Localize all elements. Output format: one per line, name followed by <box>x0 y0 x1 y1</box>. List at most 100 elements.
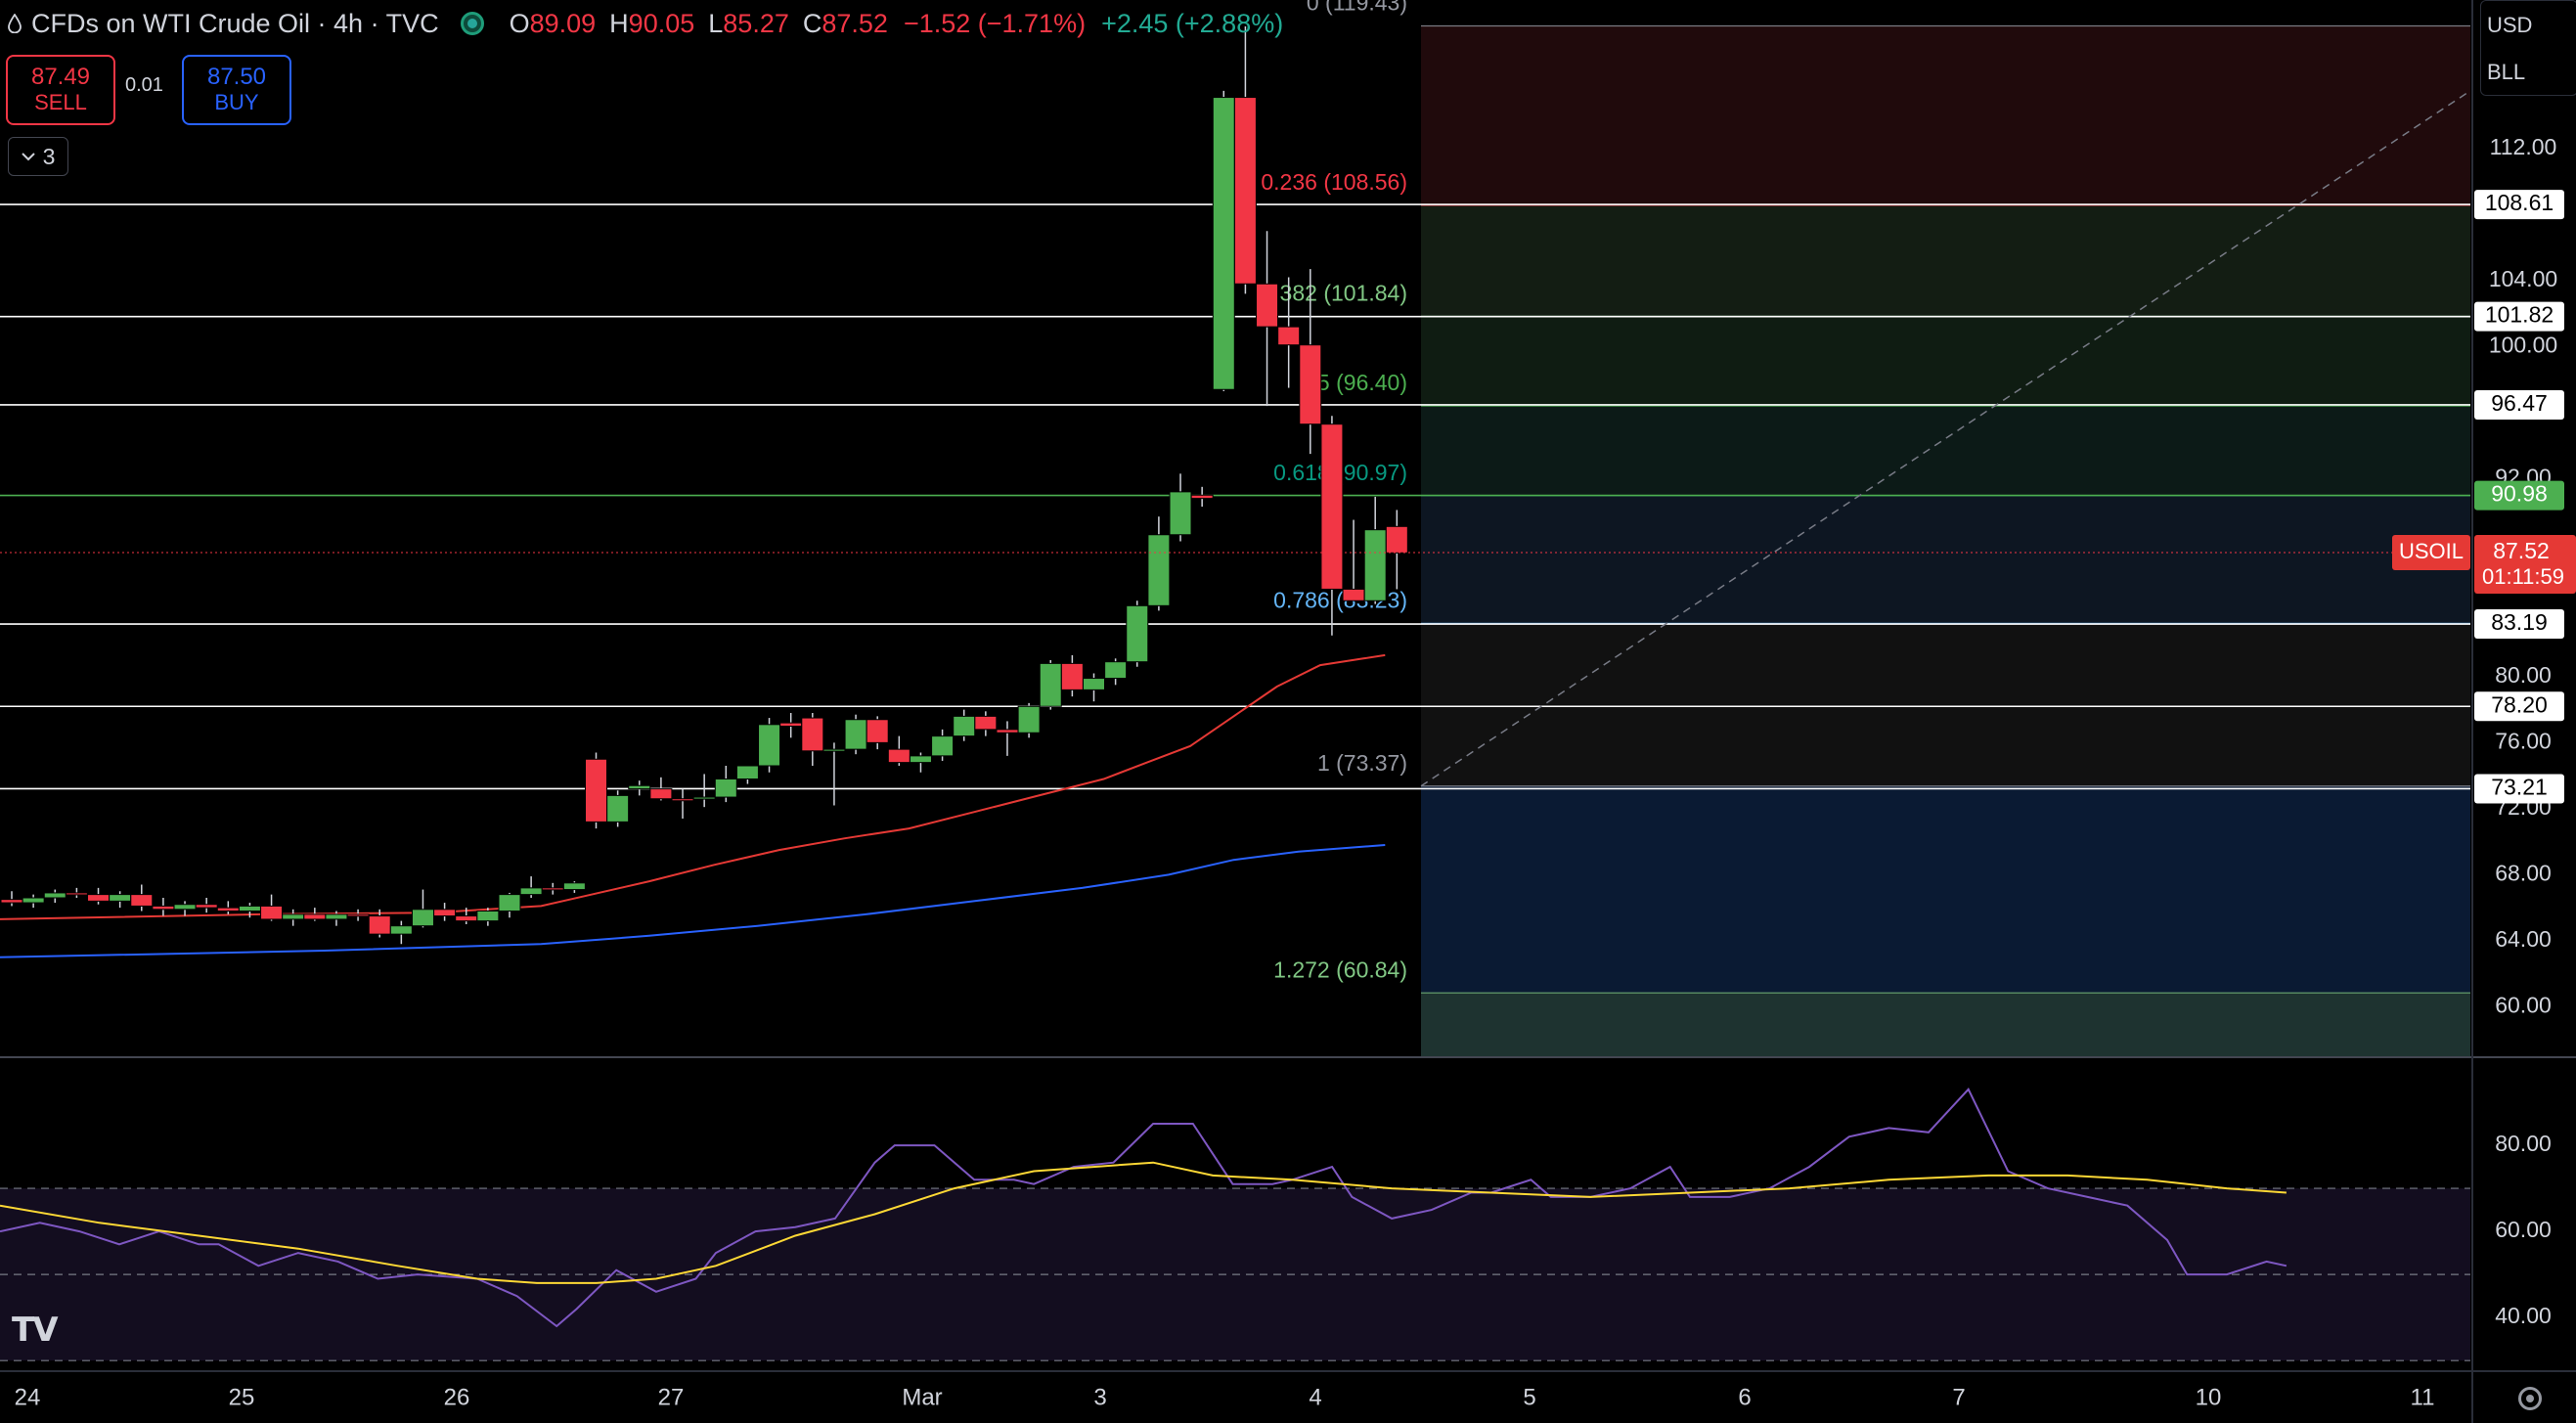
candle <box>909 752 932 773</box>
candle-body <box>1342 588 1365 601</box>
candle-body <box>498 894 521 912</box>
time-axis-tick: 3 <box>1093 1384 1106 1410</box>
candle <box>195 898 218 913</box>
candle-body <box>152 905 175 911</box>
candle <box>866 716 889 750</box>
buy-price: 87.50 <box>206 64 267 90</box>
candle-body <box>1233 97 1257 285</box>
bar-countdown: 01:11:59 <box>2482 564 2564 589</box>
candle-body <box>368 915 391 935</box>
market-status-icon[interactable] <box>460 12 484 35</box>
settings-gear-icon[interactable] <box>2518 1387 2542 1410</box>
candle <box>282 909 305 926</box>
candle-body <box>303 913 327 920</box>
candle-body <box>173 904 197 911</box>
fib-zone <box>1421 623 2470 786</box>
fib-zone <box>1421 785 2470 994</box>
sell-button[interactable]: 87.49 SELL <box>6 55 115 125</box>
candle-body <box>1190 494 1214 500</box>
candle-body <box>887 748 910 764</box>
candle <box>260 894 284 921</box>
price-level-tag-bg <box>2474 389 2564 420</box>
indicators-toggle-button[interactable]: 3 <box>8 137 68 176</box>
price-level-tag: 96.47 <box>2474 389 2564 420</box>
price-level-tag-text: 83.19 <box>2491 609 2548 635</box>
unit-select[interactable]: BLL <box>2487 60 2526 84</box>
candle <box>1126 600 1149 667</box>
price-level-tag-text: 96.47 <box>2491 390 2548 416</box>
candle <box>173 901 197 916</box>
candle-body <box>43 892 67 899</box>
candle <box>1256 231 1279 407</box>
candle <box>844 714 867 755</box>
candle-body <box>260 905 284 920</box>
candle-body <box>562 882 586 891</box>
candle-body <box>735 765 759 779</box>
fib-zone <box>1421 993 2470 1056</box>
candle-body <box>455 915 478 922</box>
candle-body <box>389 925 413 935</box>
buy-button[interactable]: 87.50 BUY <box>182 55 291 125</box>
oil-drop-icon <box>8 14 22 33</box>
candle <box>931 729 955 761</box>
candle <box>585 752 608 829</box>
price-level-tag-bg <box>2474 480 2564 511</box>
candle <box>887 735 910 766</box>
candle-body <box>671 798 694 802</box>
candle <box>692 774 716 808</box>
candle <box>498 892 521 918</box>
candle <box>628 780 651 796</box>
price-axis-tick: 80.00 <box>2495 662 2552 688</box>
candle <box>822 742 846 806</box>
price-axis-tick: 112.00 <box>2490 134 2557 159</box>
currency-unit-selector[interactable]: USD BLL <box>2480 0 2576 96</box>
price-level-tag-text: 101.82 <box>2485 302 2554 328</box>
candle <box>87 887 111 905</box>
candle-body <box>1320 423 1344 590</box>
candle <box>411 889 434 928</box>
candle-body <box>953 715 976 737</box>
price-level-tag-text: 78.20 <box>2491 691 2548 717</box>
candle <box>714 766 737 803</box>
fib-trend-line <box>1420 90 2471 787</box>
price-level-tag: 83.19 <box>2474 609 2564 640</box>
price-level-tag-text: 108.61 <box>2485 190 2554 215</box>
candle-body <box>0 899 23 904</box>
candle-body <box>1385 525 1408 554</box>
price-change-secondary: +2.45 (+2.88%) <box>1101 8 1284 38</box>
price-level-tag: 73.21 <box>2474 774 2564 804</box>
ohlc-high: H90.05 <box>609 8 695 38</box>
candle <box>1039 660 1062 710</box>
fib-zone <box>1421 316 2470 407</box>
candle-body <box>606 794 630 823</box>
candle-body <box>411 909 434 927</box>
candle <box>43 889 67 904</box>
fib-level-label: 0.786 (83.23) <box>1273 587 1407 612</box>
time-axis-tick: 5 <box>1523 1384 1535 1410</box>
candle-body <box>692 796 716 800</box>
candle-body <box>109 894 132 902</box>
price-axis-tick: 60.00 <box>2495 992 2552 1017</box>
candle-body <box>195 904 218 909</box>
price-axis-tick: 104.00 <box>2489 266 2557 291</box>
candle-body <box>996 729 1019 734</box>
candle-body <box>628 784 651 790</box>
candle <box>1212 90 1235 391</box>
candle <box>1320 416 1344 636</box>
candle-body <box>1060 662 1084 690</box>
candle <box>1363 496 1387 604</box>
candle-body <box>346 913 370 917</box>
currency-select[interactable]: USD <box>2487 13 2533 37</box>
price-level-tag: 101.82 <box>2474 301 2564 332</box>
candle <box>1060 654 1084 697</box>
time-axis-tick: 4 <box>1309 1384 1321 1410</box>
spread-value: 0.01 <box>125 74 163 96</box>
candle-body <box>801 717 824 752</box>
candle <box>1083 673 1105 702</box>
last-price-tag-bg <box>2474 534 2576 594</box>
candle <box>303 908 327 921</box>
symbol-title[interactable]: CFDs on WTI Crude Oil · 4h · TVC <box>31 8 439 38</box>
price-level-tag-text: 90.98 <box>2491 481 2548 507</box>
